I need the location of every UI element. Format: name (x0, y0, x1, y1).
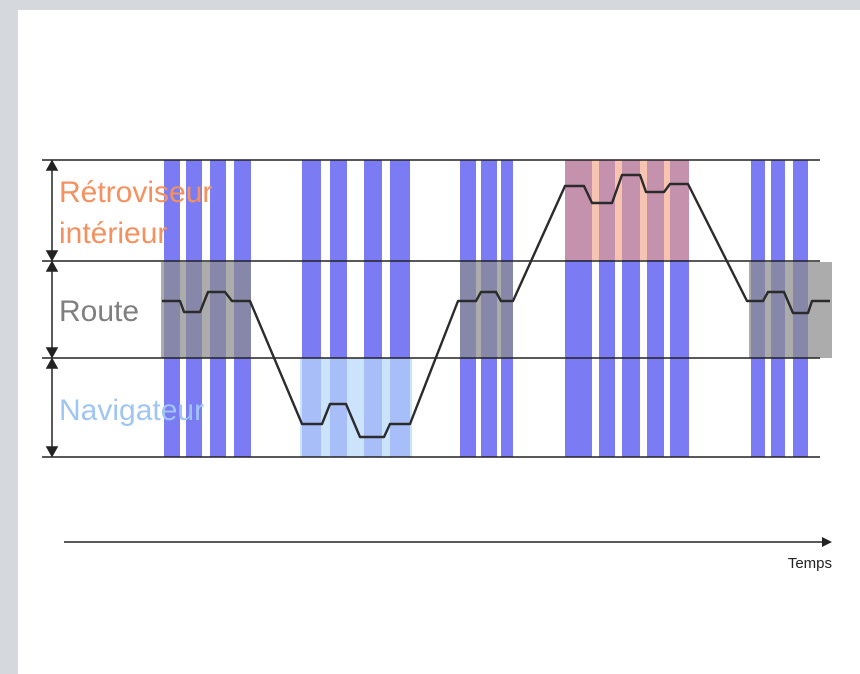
lane-arrow-navigator (45, 357, 59, 458)
gaze-trajectory (162, 173, 830, 439)
lane-arrow-road (45, 260, 59, 359)
lane-arrow-mirror (45, 159, 59, 262)
time-axis-arrowhead (822, 537, 832, 547)
navigator-highlight (300, 358, 412, 457)
diagram-canvas: Rétroviseur intérieur Route Navigateur T… (18, 10, 860, 674)
lane-label-navigator: Navigateur (59, 394, 204, 427)
area-highlights (161, 160, 832, 457)
time-axis-label: Temps (788, 555, 832, 572)
lane-label-mirror-line2: intérieur (59, 217, 167, 250)
lane-label-road: Route (59, 295, 139, 328)
lane-label-mirror-line1: Rétroviseur (59, 176, 212, 209)
road-highlight (460, 262, 513, 358)
lane-arrows (45, 159, 59, 458)
time-axis: Temps (64, 537, 832, 572)
lane-lines (42, 159, 820, 458)
mirror-highlight (565, 160, 689, 260)
gaze-timeline-diagram: Rétroviseur intérieur Route Navigateur T… (42, 159, 832, 572)
road-highlight (161, 262, 251, 358)
